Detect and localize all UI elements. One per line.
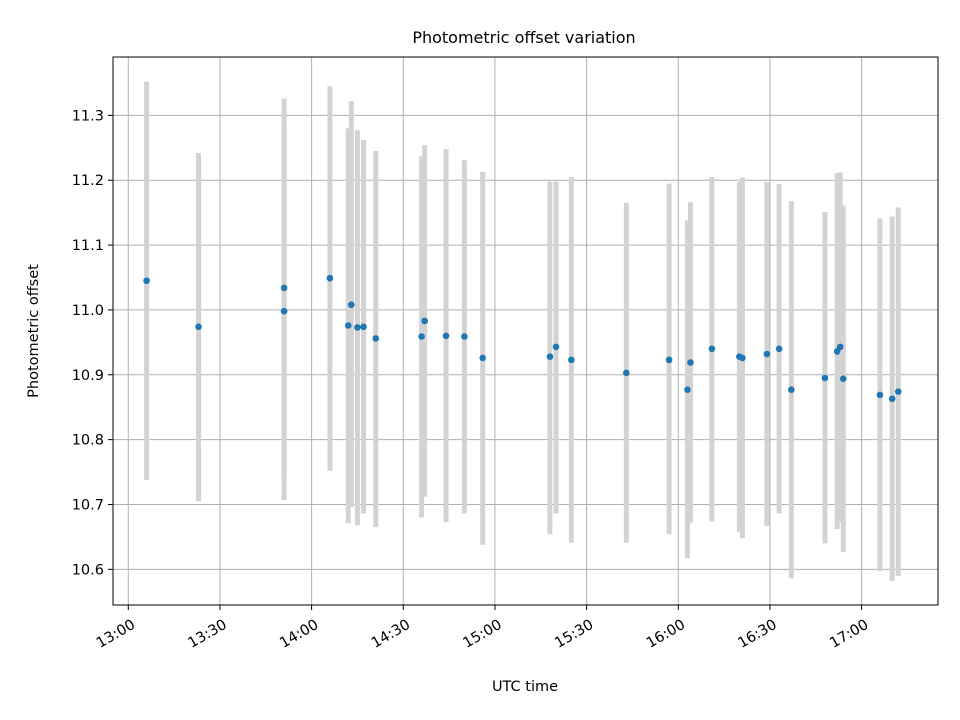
data-point bbox=[421, 317, 428, 325]
data-point bbox=[442, 332, 450, 340]
data-point bbox=[546, 353, 554, 360]
data-point bbox=[763, 350, 771, 358]
x-axis-label: UTC time bbox=[492, 679, 558, 695]
data-point bbox=[821, 374, 829, 382]
data-point bbox=[418, 333, 425, 340]
y-axis-label: Photometric offset bbox=[26, 264, 42, 398]
data-point bbox=[143, 277, 150, 285]
data-point bbox=[372, 335, 380, 342]
data-point bbox=[708, 345, 716, 353]
data-point bbox=[552, 343, 560, 351]
data-point bbox=[354, 324, 361, 331]
y-tick-label: 11.3 bbox=[72, 108, 104, 124]
data-point bbox=[839, 375, 847, 382]
data-point bbox=[876, 391, 884, 399]
data-point bbox=[687, 359, 694, 366]
chart-title: Photometric offset variation bbox=[412, 28, 635, 47]
data-point bbox=[195, 323, 202, 331]
y-tick-label: 10.8 bbox=[72, 433, 104, 449]
data-point bbox=[344, 322, 352, 329]
data-point bbox=[360, 323, 367, 331]
data-point bbox=[894, 388, 902, 395]
y-tick-label: 10.9 bbox=[72, 368, 104, 384]
data-point bbox=[888, 395, 896, 403]
data-point bbox=[348, 301, 355, 309]
data-point bbox=[788, 386, 795, 393]
data-points bbox=[143, 274, 902, 403]
data-point bbox=[280, 284, 288, 292]
data-point bbox=[623, 369, 630, 377]
data-point bbox=[775, 345, 783, 353]
y-tick-label: 10.6 bbox=[72, 562, 104, 578]
y-tick-label: 10.7 bbox=[72, 497, 104, 513]
data-point bbox=[739, 354, 746, 362]
data-point bbox=[280, 307, 288, 315]
data-point bbox=[568, 356, 575, 364]
data-point bbox=[326, 274, 334, 282]
grid-lines bbox=[113, 57, 938, 605]
y-tick-label: 11.1 bbox=[72, 238, 104, 254]
y-tick-label: 11.0 bbox=[72, 303, 104, 319]
data-point bbox=[836, 343, 844, 351]
data-point bbox=[479, 354, 487, 362]
data-point bbox=[461, 333, 468, 340]
data-point bbox=[684, 386, 691, 393]
plot-frame bbox=[112, 56, 939, 606]
data-point bbox=[665, 356, 673, 364]
y-tick-label: 11.2 bbox=[72, 173, 104, 189]
